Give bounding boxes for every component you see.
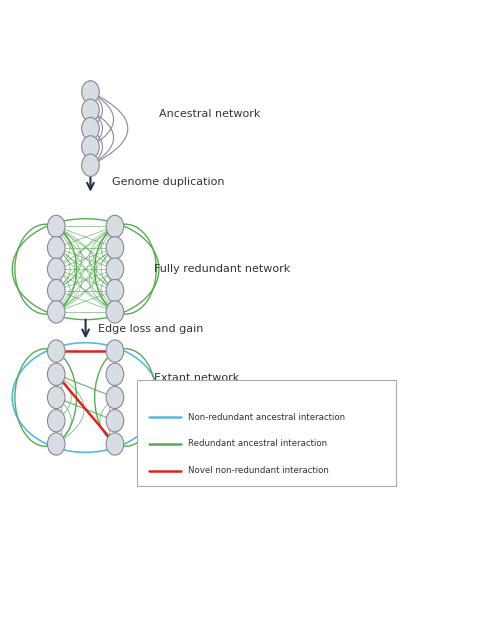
Text: Genome duplication: Genome duplication (112, 178, 224, 188)
FancyArrowPatch shape (58, 271, 70, 310)
Ellipse shape (106, 215, 123, 238)
FancyArrowPatch shape (58, 400, 62, 418)
Ellipse shape (81, 118, 99, 140)
Text: Non-redundant ancestral interaction: Non-redundant ancestral interaction (188, 413, 345, 422)
Ellipse shape (106, 433, 123, 455)
FancyArrowPatch shape (92, 131, 95, 145)
FancyArrowPatch shape (109, 228, 113, 246)
Ellipse shape (106, 363, 123, 386)
FancyArrowPatch shape (92, 131, 102, 163)
FancyArrowPatch shape (58, 271, 61, 288)
Ellipse shape (47, 363, 65, 386)
Ellipse shape (47, 279, 65, 301)
FancyArrowPatch shape (58, 293, 61, 310)
FancyArrowPatch shape (58, 228, 70, 267)
FancyArrowPatch shape (58, 376, 71, 419)
Ellipse shape (106, 410, 123, 432)
Ellipse shape (81, 99, 99, 121)
FancyArrowPatch shape (109, 271, 113, 288)
Text: Ancestral network: Ancestral network (159, 109, 260, 119)
Ellipse shape (47, 340, 65, 362)
Ellipse shape (81, 136, 99, 158)
FancyArrowPatch shape (101, 249, 113, 289)
FancyArrowPatch shape (100, 399, 113, 442)
FancyArrowPatch shape (58, 250, 61, 267)
Ellipse shape (47, 258, 65, 280)
Text: Extant network: Extant network (154, 373, 239, 383)
Ellipse shape (47, 410, 65, 432)
Ellipse shape (106, 258, 123, 280)
Text: Novel non-redundant interaction: Novel non-redundant interaction (188, 466, 328, 475)
Ellipse shape (47, 301, 65, 323)
Ellipse shape (106, 279, 123, 301)
FancyArrowPatch shape (101, 228, 113, 267)
Ellipse shape (106, 340, 123, 362)
FancyArrowPatch shape (101, 271, 113, 310)
FancyArrowPatch shape (59, 228, 82, 289)
FancyArrowPatch shape (109, 423, 113, 442)
FancyArrowPatch shape (58, 399, 71, 442)
Ellipse shape (106, 236, 123, 259)
FancyArrowPatch shape (89, 249, 112, 311)
FancyArrowPatch shape (93, 93, 127, 164)
FancyArrowPatch shape (92, 149, 95, 163)
FancyArrowPatch shape (58, 376, 62, 396)
FancyArrowPatch shape (89, 228, 112, 289)
FancyBboxPatch shape (137, 381, 395, 485)
Ellipse shape (106, 386, 123, 409)
Ellipse shape (47, 215, 65, 238)
FancyArrowPatch shape (58, 228, 61, 246)
FancyArrowPatch shape (93, 111, 113, 164)
Ellipse shape (47, 236, 65, 259)
FancyArrowPatch shape (92, 112, 95, 126)
FancyArrowPatch shape (58, 423, 62, 442)
Ellipse shape (47, 433, 65, 455)
Ellipse shape (47, 386, 65, 409)
FancyArrowPatch shape (92, 93, 102, 127)
FancyArrowPatch shape (92, 94, 95, 108)
FancyArrowPatch shape (59, 376, 84, 443)
FancyArrowPatch shape (74, 228, 112, 311)
FancyArrowPatch shape (109, 250, 113, 267)
Ellipse shape (81, 154, 99, 176)
FancyArrowPatch shape (109, 400, 113, 418)
FancyArrowPatch shape (93, 93, 113, 145)
FancyArrowPatch shape (109, 293, 113, 310)
Ellipse shape (81, 80, 99, 103)
Text: Edge loss and gain: Edge loss and gain (98, 324, 203, 334)
Text: Fully redundant network: Fully redundant network (154, 264, 290, 274)
FancyArrowPatch shape (92, 112, 102, 145)
Text: Redundant ancestral interaction: Redundant ancestral interaction (188, 439, 327, 449)
Ellipse shape (106, 301, 123, 323)
FancyArrowPatch shape (59, 249, 82, 311)
FancyArrowPatch shape (59, 228, 97, 311)
FancyArrowPatch shape (58, 249, 70, 289)
